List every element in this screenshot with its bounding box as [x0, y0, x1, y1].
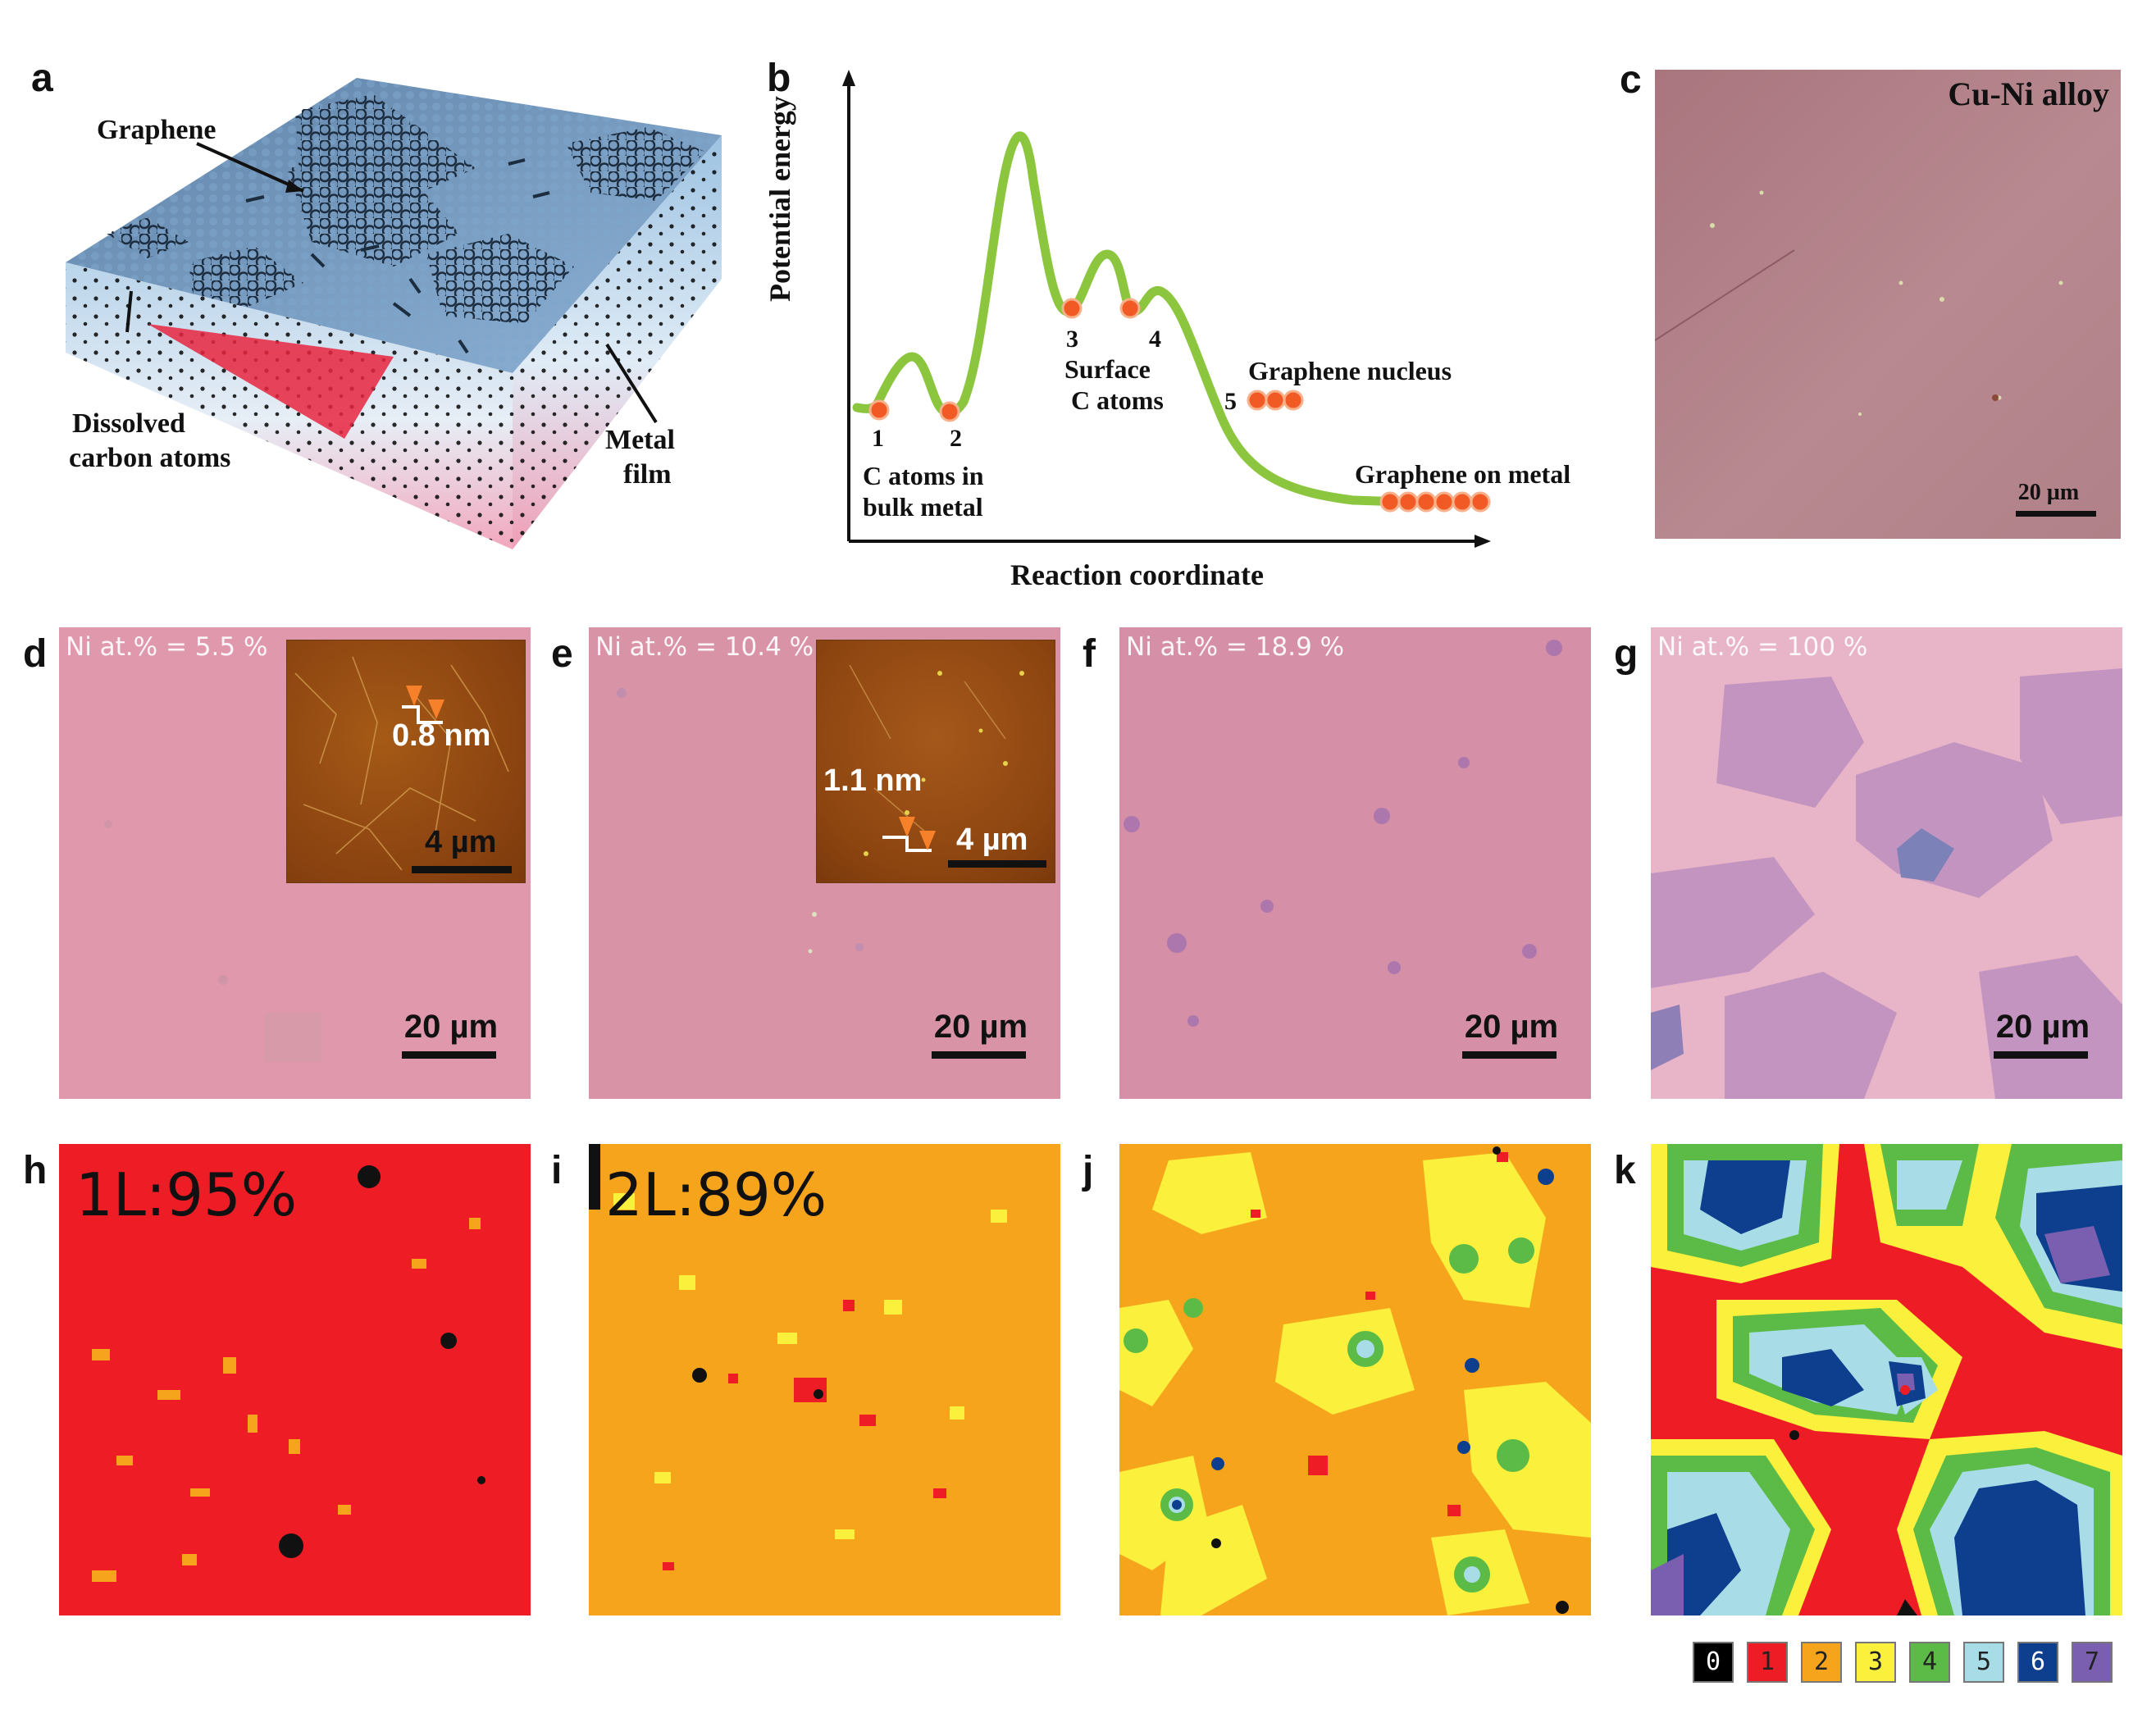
- panel-c-letter: c: [1620, 58, 1642, 102]
- panel-d-inset-step: 0.8 nm: [392, 718, 491, 753]
- point-1: 1: [872, 425, 884, 452]
- panel-d-letter: d: [23, 632, 48, 676]
- panel-g-label: Ni at.% = 100 %: [1657, 632, 1868, 662]
- energy-x-label: Reaction coordinate: [1010, 558, 1264, 591]
- panel-a-letter: a: [31, 57, 53, 100]
- panel-a-illustration: [66, 78, 722, 549]
- panel-e-inset-step: 1.1 nm: [823, 763, 923, 798]
- point-2: 2: [950, 425, 962, 452]
- legend-5: 5: [1963, 1642, 2004, 1683]
- panel-f-letter: f: [1083, 632, 1096, 676]
- legend-1: 1: [1747, 1642, 1788, 1683]
- panel-e-micrograph: Ni at.% = 10.4 % 1.1 nm 4 µm 20 µm: [589, 627, 1060, 1099]
- on-metal-text: Graphene on metal: [1355, 459, 1571, 489]
- panel-f-micrograph: Ni at.% = 18.9 % 20 µm: [1119, 627, 1591, 1099]
- panel-g-scalebar-text: 20 µm: [1995, 1009, 2090, 1045]
- panel-h-coverage: 1L:95%: [75, 1160, 298, 1229]
- bulk-text-1: C atoms in: [863, 461, 984, 490]
- surface-text-1: Surface: [1064, 354, 1151, 384]
- panel-i-letter: i: [551, 1149, 563, 1192]
- panel-c-scalebar-text: 20 µm: [2017, 480, 2080, 505]
- layer-legend: 0 1 2 3 4 5 6 7: [1693, 1642, 2123, 1686]
- panel-e-inset-scale: 4 µm: [956, 823, 1028, 857]
- nucleus-text: Graphene nucleus: [1248, 356, 1452, 385]
- panel-d-scalebar-text: 20 µm: [403, 1009, 499, 1045]
- panel-f-label: Ni at.% = 18.9 %: [1126, 632, 1345, 662]
- energy-curve: [852, 131, 1407, 507]
- legend-0: 0: [1693, 1642, 1734, 1683]
- panel-d-inset-scale: 4 µm: [425, 825, 497, 859]
- panel-d-label: Ni at.% = 5.5 %: [66, 632, 268, 662]
- energy-diagram: [842, 70, 1491, 548]
- panel-h-layer-map: 1L:95%: [59, 1144, 531, 1615]
- panel-g-micrograph: Ni at.% = 100 % 20 µm: [1651, 627, 2122, 1099]
- panel-e-afm-inset: 1.1 nm 4 µm: [816, 640, 1055, 883]
- label-graphene: Graphene: [97, 115, 217, 145]
- panel-b-letter: b: [767, 57, 791, 100]
- label-dissolved-2: carbon atoms: [69, 443, 231, 473]
- panel-h-letter: h: [23, 1149, 48, 1192]
- label-dissolved-1: Dissolved: [72, 408, 185, 439]
- panel-k-layer-map: [1651, 1144, 2122, 1615]
- legend-7: 7: [2072, 1642, 2113, 1683]
- panel-e-letter: e: [551, 632, 573, 676]
- panel-i-coverage: 2L:89%: [605, 1160, 827, 1229]
- graphene-patches: [107, 94, 705, 324]
- panel-j-letter: j: [1083, 1149, 1094, 1192]
- panel-g-letter: g: [1614, 632, 1639, 676]
- legend-4: 4: [1909, 1642, 1950, 1683]
- graphene-on-metal-atoms: [1379, 491, 1491, 513]
- legend-6: 6: [2017, 1642, 2058, 1683]
- panel-e-label: Ni at.% = 10.4 %: [595, 632, 814, 662]
- panel-f-scalebar-text: 20 µm: [1464, 1009, 1559, 1045]
- point-5: 5: [1224, 388, 1237, 415]
- energy-y-label: Potential energy: [763, 96, 796, 302]
- panel-i-layer-map: 2L:89%: [589, 1144, 1060, 1615]
- cu-ni-alloy-title: Cu-Ni alloy: [1948, 75, 2109, 112]
- curve-atoms: [868, 298, 1141, 422]
- panel-d-micrograph: Ni at.% = 5.5 % 0.8 nm 4 µm 20 µm: [59, 627, 531, 1099]
- bulk-text-2: bulk metal: [863, 492, 983, 522]
- surface-text-2: C atoms: [1071, 385, 1164, 415]
- label-metal-2: film: [623, 459, 672, 490]
- label-metal-1: Metal: [605, 425, 675, 455]
- panel-e-scalebar-text: 20 µm: [933, 1009, 1028, 1045]
- point-3: 3: [1066, 326, 1078, 353]
- panel-j-layer-map: [1119, 1144, 1591, 1615]
- cu-ni-alloy-micrograph: Cu-Ni alloy 20 µm: [1655, 70, 2121, 539]
- nucleus-atoms: [1247, 390, 1304, 411]
- point-4: 4: [1149, 326, 1161, 353]
- legend-2: 2: [1801, 1642, 1842, 1683]
- panel-k-letter: k: [1614, 1149, 1636, 1192]
- panel-d-afm-inset: 0.8 nm 4 µm: [286, 640, 526, 883]
- legend-3: 3: [1855, 1642, 1896, 1683]
